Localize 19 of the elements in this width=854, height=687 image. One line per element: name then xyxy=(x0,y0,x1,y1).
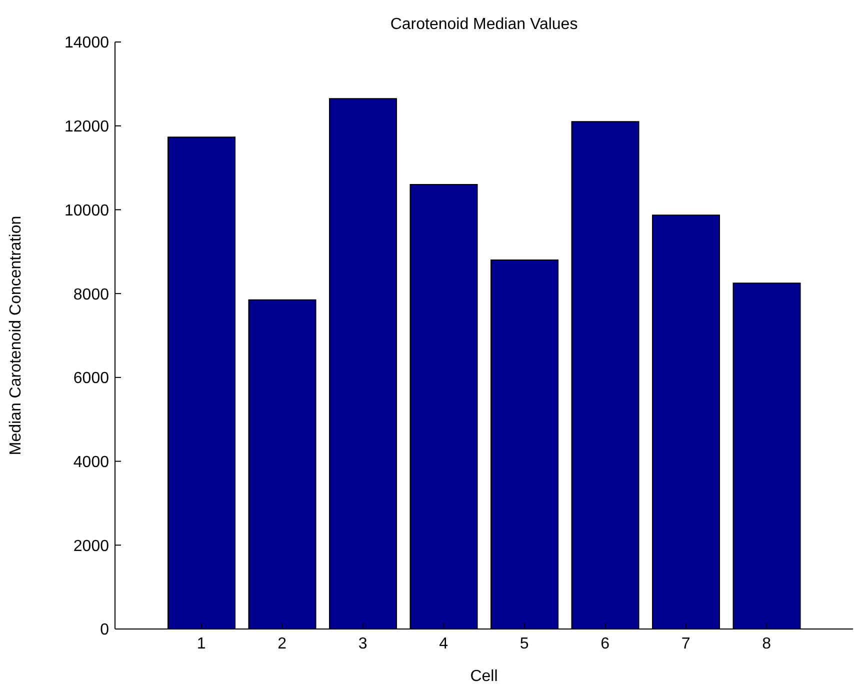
y-tick-label: 4000 xyxy=(73,454,110,471)
x-tick-label: 8 xyxy=(762,635,772,652)
y-tick-label: 12000 xyxy=(64,118,110,136)
y-tick-label: 2000 xyxy=(73,538,110,555)
x-tick-label: 3 xyxy=(358,635,368,652)
y-tick-label: 14000 xyxy=(64,34,110,52)
y-tick-label: 8000 xyxy=(73,286,110,304)
x-axis-title: Cell xyxy=(470,668,498,685)
x-tick-label: 4 xyxy=(439,635,448,652)
y-tick-label: 10000 xyxy=(64,202,110,220)
x-tick-label: 1 xyxy=(196,635,206,652)
x-tick-label: 2 xyxy=(278,635,287,652)
y-axis-title: Median Carotenoid Concentration xyxy=(8,216,25,456)
x-tick-label: 7 xyxy=(681,635,690,652)
x-tick-label: 5 xyxy=(520,635,529,652)
x-tick-label: 6 xyxy=(600,635,610,652)
y-tick-label: 0 xyxy=(100,622,110,639)
y-tick-label: 6000 xyxy=(73,370,110,388)
chart-title: Carotenoid Median Values xyxy=(389,16,579,34)
